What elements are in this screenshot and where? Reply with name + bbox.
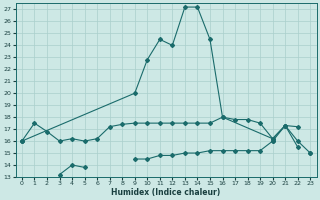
X-axis label: Humidex (Indice chaleur): Humidex (Indice chaleur)	[111, 188, 221, 197]
